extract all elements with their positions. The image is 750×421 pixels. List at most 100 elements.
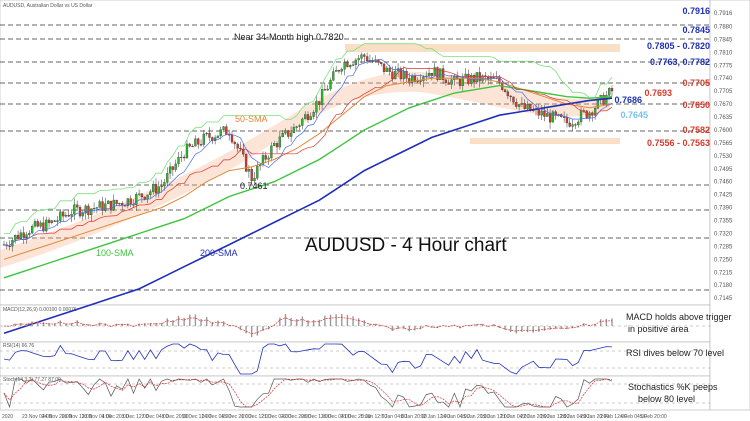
macd-bar xyxy=(521,326,523,332)
time-tick-label: 7 Jan 04:00 xyxy=(381,414,407,420)
macd-bar xyxy=(566,326,568,330)
candle-body xyxy=(115,199,118,205)
candle-body xyxy=(408,78,411,83)
stoch-comment-1: Stochastics %K peeps xyxy=(628,382,718,392)
price-tick-label: 0.7845 xyxy=(714,37,733,43)
macd-bar xyxy=(493,324,495,326)
candle-body xyxy=(540,110,543,116)
macd-bar xyxy=(82,323,84,326)
candle-body xyxy=(585,110,588,118)
candle-body xyxy=(157,186,160,194)
macd-bar xyxy=(397,326,399,329)
macd-bar xyxy=(504,326,506,330)
macd-bar xyxy=(419,326,422,330)
candle-body xyxy=(349,65,352,68)
macd-bar xyxy=(481,323,484,326)
candle-body xyxy=(571,124,574,127)
candle-body xyxy=(101,201,104,211)
candle-body xyxy=(230,134,234,143)
macd-bar xyxy=(166,318,168,326)
macd-bar xyxy=(87,324,90,326)
candle-body xyxy=(185,143,189,159)
candle-body xyxy=(112,199,115,211)
macd-bar xyxy=(222,321,225,326)
candle-body xyxy=(182,156,186,159)
candle-body xyxy=(447,82,450,85)
candle-body xyxy=(295,126,298,128)
upper-band-line xyxy=(4,43,613,234)
level-label-7805: 0.7805 - 0.7820 xyxy=(647,41,710,51)
macd-bar xyxy=(357,318,360,326)
candle-body xyxy=(450,79,453,85)
time-tick-label: 24 Nov 20:00 xyxy=(42,414,72,420)
macd-bar xyxy=(498,326,501,329)
candle-body xyxy=(25,234,28,238)
price-tick-label: 0.7390 xyxy=(714,206,733,212)
macd-bar xyxy=(324,315,326,326)
candle-body xyxy=(228,134,231,136)
candle-body xyxy=(205,132,208,135)
candle-body xyxy=(430,72,434,76)
candle-body xyxy=(174,163,177,170)
candle-body xyxy=(92,208,96,210)
candle-body xyxy=(67,215,70,217)
macd-signal-line xyxy=(3,317,613,335)
candle-body xyxy=(413,75,417,82)
sma-200-line xyxy=(3,97,613,335)
candle-body xyxy=(610,88,614,92)
level-label-7650: 0.7650 xyxy=(682,100,710,110)
macd-bar xyxy=(172,320,174,326)
candle-body xyxy=(273,143,276,146)
candle-body xyxy=(419,80,422,82)
time-tick-label: 15 Dec 20:00 xyxy=(221,414,251,420)
candle-body xyxy=(503,89,507,92)
candle-body xyxy=(410,75,414,83)
candle-body xyxy=(548,113,552,123)
time-tick-label: 15 Jan 20:00 xyxy=(461,414,490,420)
macd-bar xyxy=(149,323,152,326)
macd-bar xyxy=(543,326,546,331)
candle-body xyxy=(275,143,279,148)
candle-body xyxy=(537,108,540,116)
rsi-comment: RSI dives below 70 level xyxy=(626,348,724,358)
candle-body xyxy=(588,112,591,118)
macd-bar xyxy=(290,317,292,326)
macd-bar xyxy=(296,319,298,326)
candle-body xyxy=(216,135,220,138)
candle-body xyxy=(222,126,225,130)
macd-bar xyxy=(211,322,213,326)
price-tick-label: 0.7916 xyxy=(714,11,733,17)
instrument-header: AUDUSD, Australian Dollar vs US Dollar xyxy=(3,3,93,9)
time-tick-label: 14 Dec 04:00 xyxy=(201,414,231,420)
candle-body xyxy=(191,146,194,148)
candle-body xyxy=(264,155,267,160)
price-tick-label: 0.7740 xyxy=(714,76,733,82)
sma-50-label: 50-SMA xyxy=(235,114,268,124)
candle-body xyxy=(78,207,82,217)
macd-bar xyxy=(115,323,118,326)
candle-body xyxy=(326,88,329,91)
candle-body xyxy=(177,157,180,165)
time-tick-label: 7 Dec 04:00 xyxy=(142,414,169,420)
price-tick-label: 0.7495 xyxy=(714,167,733,173)
macd-bar xyxy=(155,322,157,326)
macd-comment-2: in positive area xyxy=(628,324,689,334)
candle-body xyxy=(388,67,391,72)
price-tick-label: 0.7705 xyxy=(714,89,733,95)
low-7461-annotation: 0.7461 xyxy=(240,181,268,191)
macd-bar xyxy=(245,326,247,334)
candle-body xyxy=(343,61,346,70)
macd-bar xyxy=(93,325,95,326)
candle-body xyxy=(377,59,380,63)
macd-bar xyxy=(59,320,61,326)
candle-body xyxy=(45,219,48,232)
macd-bar xyxy=(53,323,56,326)
time-tick-label: 30 Nov 04:00 xyxy=(82,414,112,420)
macd-panel xyxy=(0,304,711,343)
time-tick-label: 5 Feb 20:00 xyxy=(640,414,667,420)
candle-body xyxy=(59,211,62,221)
candle-body xyxy=(292,126,296,134)
candle-body xyxy=(318,101,321,105)
stoch-comment-2: below 80 level xyxy=(638,394,695,404)
